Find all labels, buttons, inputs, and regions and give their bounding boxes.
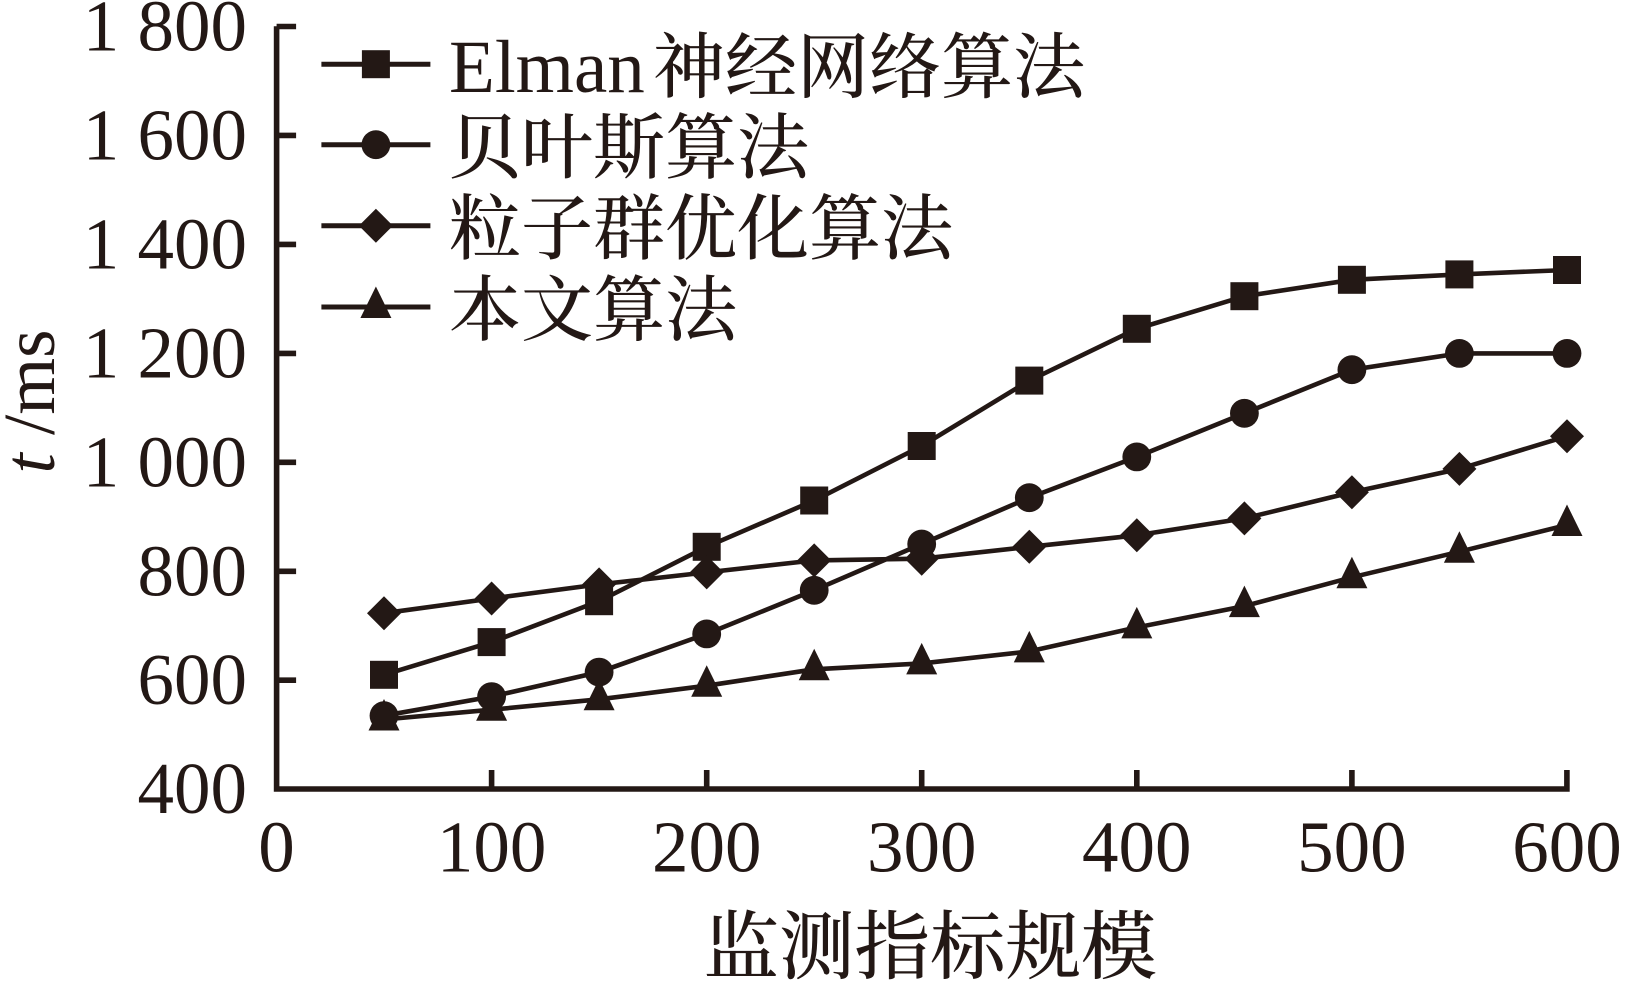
svg-text:1 000: 1 000 xyxy=(83,421,247,502)
svg-text:1 200: 1 200 xyxy=(83,312,247,393)
svg-text:600: 600 xyxy=(138,639,248,720)
svg-text:1 800: 1 800 xyxy=(83,0,247,67)
svg-text:Elman: Elman xyxy=(449,26,645,109)
svg-text:0: 0 xyxy=(258,807,295,888)
svg-text:400: 400 xyxy=(1082,807,1192,888)
svg-text:1 600: 1 600 xyxy=(83,94,247,175)
svg-text:500: 500 xyxy=(1297,807,1407,888)
svg-text:200: 200 xyxy=(652,807,762,888)
svg-text:t /ms: t /ms xyxy=(0,329,70,473)
svg-text:800: 800 xyxy=(138,530,248,611)
svg-text:400: 400 xyxy=(138,748,248,829)
svg-text:600: 600 xyxy=(1512,807,1622,888)
svg-text:300: 300 xyxy=(867,807,977,888)
svg-text:100: 100 xyxy=(437,807,547,888)
svg-text:1 400: 1 400 xyxy=(83,203,247,284)
